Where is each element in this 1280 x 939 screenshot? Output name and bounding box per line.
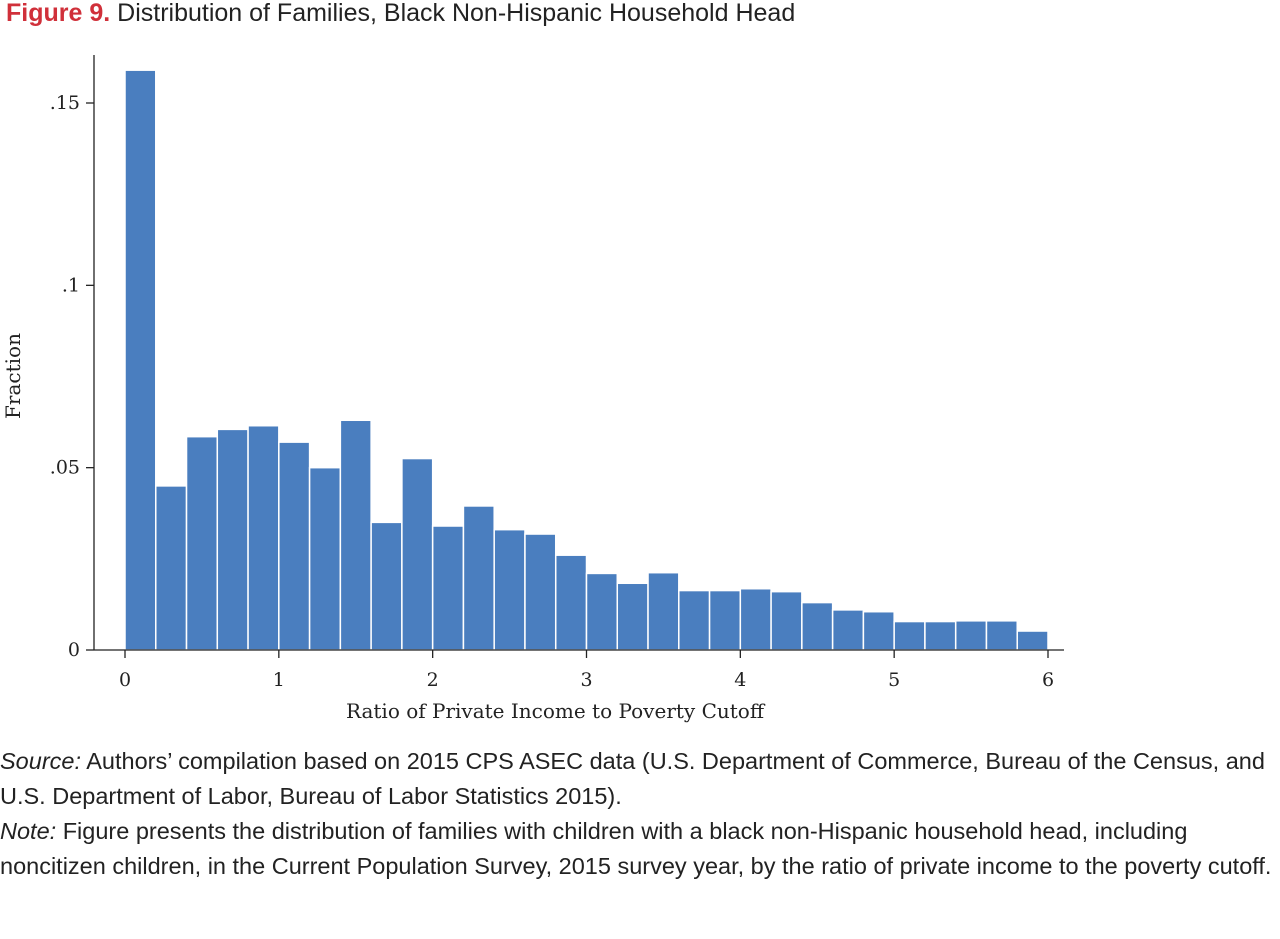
histogram-bar [616, 582, 649, 651]
histogram-bar [185, 435, 219, 651]
x-tick-label: 6 [1042, 669, 1054, 691]
x-tick-label: 5 [888, 669, 900, 691]
source-text: Authors’ compilation based on 2015 CPS A… [0, 748, 1265, 809]
figure-number: Figure 9. [6, 0, 111, 27]
histogram-bar [124, 69, 157, 651]
x-tick-label: 3 [580, 669, 592, 691]
histogram-bar [278, 441, 311, 651]
histogram-bar [739, 587, 772, 651]
histogram-bar [678, 589, 711, 651]
histogram-bar [893, 620, 926, 651]
bars-group [124, 69, 1049, 651]
histogram-bar [401, 457, 434, 651]
y-axis-title: Fraction [1, 333, 25, 419]
figure-title-text: Distribution of Families, Black Non-Hisp… [117, 0, 796, 27]
histogram-bar [370, 521, 403, 651]
histogram-bar [247, 424, 280, 651]
y-ticks-group: 0 .05 .1 .15 [50, 92, 94, 661]
histogram-bar [431, 525, 465, 651]
histogram-bar [585, 572, 619, 651]
source-line: Source: Authors’ compilation based on 20… [0, 744, 1280, 814]
histogram-bar [647, 571, 680, 651]
histogram-bar [524, 533, 557, 651]
histogram-bar [954, 620, 988, 651]
histogram-bar [708, 589, 742, 651]
source-label: Source: [0, 748, 81, 774]
figure-caption: Source: Authors’ compilation based on 20… [0, 744, 1280, 884]
y-tick-label: 0 [68, 639, 80, 661]
x-tick-label: 1 [273, 669, 285, 691]
histogram-bar [216, 428, 249, 651]
histogram-bar [462, 505, 495, 651]
histogram-bar [770, 590, 803, 651]
histogram-bar [308, 466, 342, 651]
x-axis-title: Ratio of Private Income to Poverty Cutof… [346, 699, 766, 723]
histogram-bar [801, 601, 834, 651]
figure-title: Figure 9. Distribution of Families, Blac… [6, 0, 795, 28]
histogram-bar [831, 609, 865, 651]
x-tick-label: 2 [427, 669, 439, 691]
y-tick-label: .1 [62, 274, 80, 296]
x-ticks-group: 0 1 2 3 4 5 6 [119, 650, 1054, 691]
histogram-bar [339, 419, 372, 651]
note-line: Note: Figure presents the distribution o… [0, 814, 1280, 884]
histogram-bar [493, 528, 526, 651]
histogram-bar [1016, 630, 1049, 651]
note-label: Note: [0, 818, 57, 844]
histogram-chart: 0 .05 .1 .15 0 1 2 3 4 5 6 Ratio of Private Incom… [1, 55, 1064, 723]
histogram-bar [985, 620, 1018, 651]
x-tick-label: 0 [119, 669, 131, 691]
y-tick-label: .05 [50, 457, 80, 479]
histogram-bar [862, 610, 895, 651]
histogram-bar [924, 620, 957, 651]
x-tick-label: 4 [734, 669, 746, 691]
y-tick-label: .15 [50, 92, 80, 114]
note-text: Figure presents the distribution of fami… [0, 818, 1272, 879]
histogram-bar [554, 554, 588, 651]
histogram-bar [155, 485, 188, 651]
